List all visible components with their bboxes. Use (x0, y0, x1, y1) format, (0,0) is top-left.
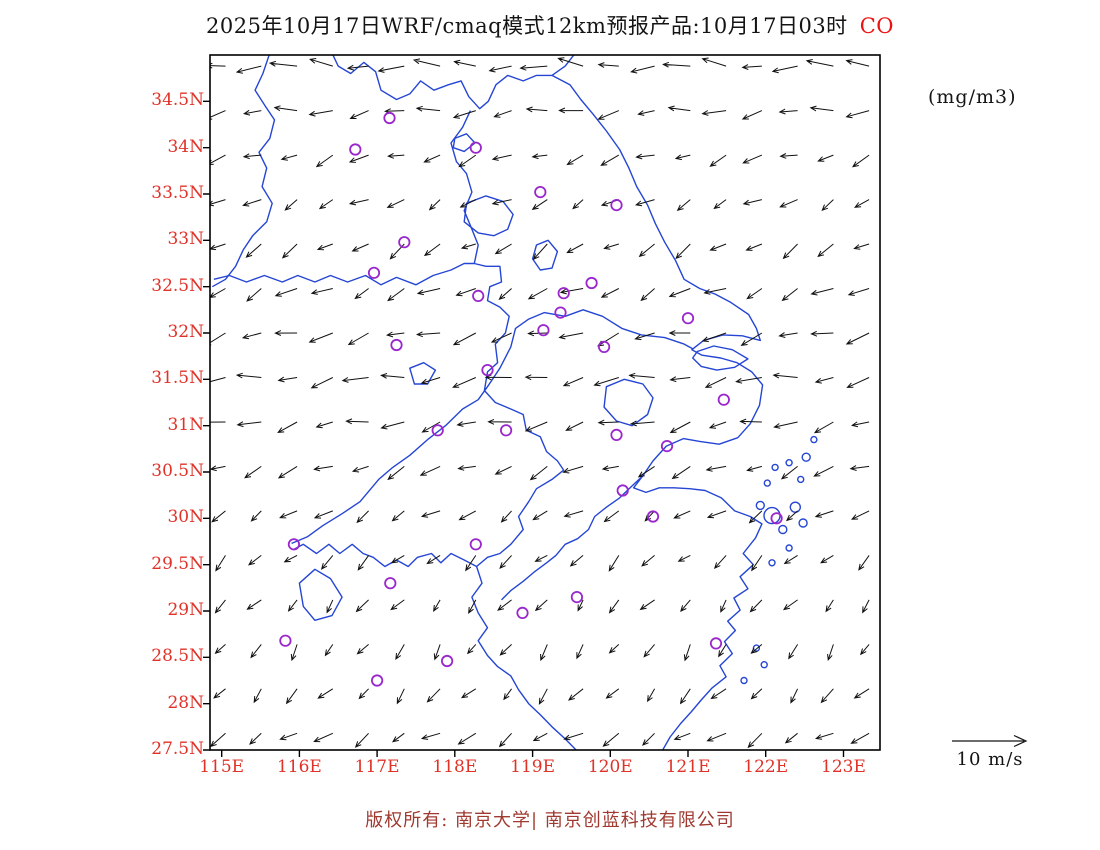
border-line (332, 55, 552, 110)
station-marker (660, 439, 674, 453)
station-marker (557, 287, 570, 300)
coastline-path (551, 55, 764, 750)
station-marker (431, 424, 444, 437)
island-chongming (692, 345, 749, 371)
border-line (211, 55, 276, 288)
island-dot (801, 452, 811, 462)
border-line (213, 262, 475, 286)
wind-scale-legend: 10 m/s (938, 732, 1042, 770)
station-marker (472, 289, 485, 302)
border-line (501, 475, 644, 601)
station-marker (440, 654, 454, 668)
island-dot (778, 524, 788, 535)
plot-frame (209, 54, 881, 751)
station-marker (481, 363, 494, 377)
station-marker (610, 199, 623, 212)
page-title: 2025年10月17日WRF/cmaq模式12km预报产品:10月17日03时 C… (0, 10, 1100, 40)
copyright-text: 版权所有: 南京大学| 南京创蓝科技有限公司 (365, 810, 735, 831)
station-marker (585, 276, 598, 290)
lake-outline (463, 195, 514, 237)
station-marker (570, 590, 584, 604)
station-marker (279, 634, 292, 647)
island-dot (768, 559, 776, 567)
island-dot (797, 475, 805, 484)
wind-scale-arrow-icon (952, 734, 1028, 748)
station-marker (390, 338, 403, 352)
station-marker (516, 606, 529, 620)
island-dot (760, 661, 768, 669)
border-line (291, 309, 694, 545)
station-marker (534, 186, 547, 199)
station-marker (554, 306, 567, 319)
station-marker (469, 538, 482, 551)
station-marker (616, 484, 629, 497)
lake-outline (409, 362, 437, 385)
lake-outline (298, 568, 343, 621)
title-species-label: CO (859, 14, 894, 38)
station-marker (717, 393, 730, 406)
station-marker (398, 236, 411, 249)
title-text: 2025年10月17日WRF/cmaq模式12km预报产品:10月17日03时 (206, 14, 848, 38)
lake-outline (452, 133, 476, 153)
station-marker (709, 637, 723, 650)
island-dot (810, 435, 818, 444)
station-marker (681, 312, 695, 325)
lake-outline (531, 239, 559, 271)
station-marker (537, 324, 550, 337)
station-marker (597, 340, 611, 353)
station-marker (499, 424, 513, 437)
station-marker (370, 674, 384, 687)
island-dot (798, 518, 808, 528)
station-marker (349, 143, 362, 156)
island-dot (763, 479, 771, 487)
island-dot (740, 676, 748, 685)
axis-ticks (203, 100, 845, 757)
station-marker (383, 111, 396, 125)
station-marker (469, 141, 482, 154)
island-dot (785, 459, 793, 467)
island-dot (755, 500, 765, 511)
station-marker (610, 428, 623, 441)
station-marker (287, 538, 300, 551)
island-dot (785, 544, 793, 552)
island-dot (789, 501, 801, 513)
border-line (450, 110, 565, 471)
station-marker (770, 512, 783, 525)
wind-scale-label: 10 m/s (956, 749, 1024, 770)
wind-vectors (210, 57, 870, 749)
units-label: (mg/m3) (928, 86, 1017, 108)
lake-outline (603, 378, 654, 427)
border-line (471, 566, 577, 750)
station-marker (646, 510, 660, 523)
island-dot (771, 463, 779, 472)
station-marker (367, 266, 381, 279)
station-marker (384, 577, 397, 590)
